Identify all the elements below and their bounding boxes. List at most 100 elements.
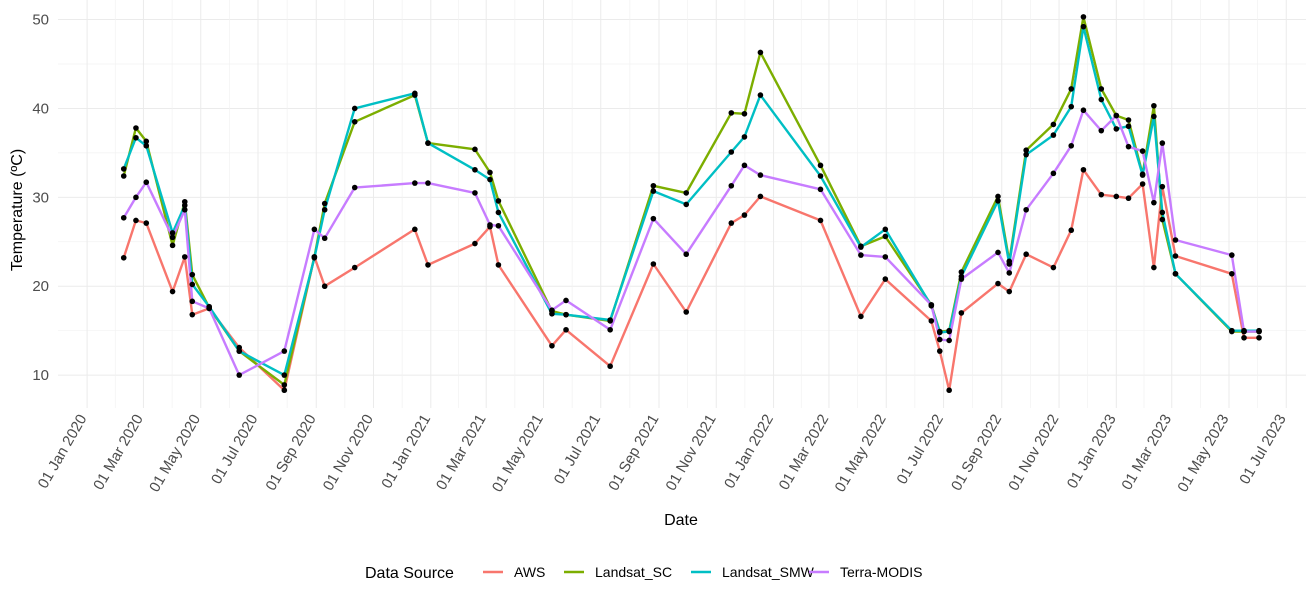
data-point-landsat_sc: [1151, 102, 1157, 109]
data-point-terra-modis: [1159, 140, 1166, 146]
data-point-landsat_sc: [1050, 121, 1057, 128]
data-point-terra-modis: [1139, 148, 1146, 154]
data-point-aws: [817, 217, 824, 224]
data-point-terra-modis: [928, 302, 935, 308]
data-point-aws: [351, 264, 358, 271]
data-point-terra-modis: [1256, 328, 1262, 335]
data-point-landsat_sc: [143, 138, 150, 145]
data-point-landsat_smw: [741, 134, 748, 140]
data-point-terra-modis: [1151, 199, 1157, 206]
legend-title: Data Source: [365, 565, 454, 582]
data-point-landsat_smw: [946, 328, 952, 335]
data-point-terra-modis: [206, 305, 212, 312]
data-point-landsat_smw: [650, 188, 657, 194]
y-tick-label: 20: [32, 278, 49, 295]
data-point-landsat_sc: [1080, 14, 1087, 20]
data-point-landsat_smw: [1113, 126, 1120, 132]
data-point-aws: [1050, 264, 1057, 271]
data-point-landsat_smw: [1172, 270, 1179, 277]
data-point-landsat_smw: [1159, 209, 1166, 216]
data-point-landsat_smw: [858, 244, 864, 250]
y-axis-ticks: 10 20 30 40 50: [32, 12, 49, 385]
data-point-terra-modis: [236, 372, 243, 378]
data-point-terra-modis: [143, 179, 150, 186]
data-point-landsat_smw: [236, 348, 243, 354]
data-point-aws: [946, 387, 952, 394]
data-point-landsat_sc: [351, 118, 358, 125]
data-point-terra-modis: [1125, 143, 1132, 150]
data-point-landsat_sc: [1159, 216, 1166, 223]
data-point-terra-modis: [741, 162, 748, 169]
data-point-landsat_smw: [487, 176, 493, 183]
data-point-landsat_smw: [120, 166, 127, 172]
data-point-aws: [728, 220, 735, 226]
data-point-landsat_sc: [189, 271, 196, 278]
data-point-terra-modis: [120, 214, 127, 221]
data-point-terra-modis: [549, 307, 555, 314]
data-point-terra-modis: [351, 184, 358, 191]
data-point-aws: [1023, 251, 1029, 258]
y-tick-label: 50: [32, 12, 49, 29]
data-point-aws: [169, 288, 176, 295]
data-point-landsat_smw: [495, 209, 502, 216]
data-point-terra-modis: [412, 180, 418, 186]
data-point-landsat_sc: [321, 200, 328, 207]
data-point-terra-modis: [683, 251, 690, 258]
data-point-terra-modis: [1113, 112, 1120, 119]
data-point-aws: [1098, 191, 1105, 198]
data-point-aws: [683, 309, 690, 315]
data-point-terra-modis: [1229, 252, 1235, 258]
data-point-terra-modis: [650, 215, 657, 222]
data-point-aws: [858, 313, 864, 320]
data-point-landsat_sc: [757, 49, 764, 56]
data-point-landsat_sc: [1068, 86, 1075, 92]
y-tick-label: 40: [32, 100, 49, 117]
data-point-landsat_smw: [1229, 327, 1235, 334]
data-point-landsat_smw: [169, 230, 176, 236]
data-point-landsat_smw: [321, 206, 328, 213]
data-point-landsat_sc: [169, 242, 176, 249]
data-point-landsat_smw: [683, 201, 690, 208]
data-point-landsat_sc: [882, 233, 889, 240]
legend-label: Landsat_SC: [595, 564, 672, 580]
data-point-terra-modis: [607, 326, 613, 333]
grid-lines: [58, 0, 1306, 408]
data-point-aws: [412, 226, 418, 233]
data-point-landsat_sc: [487, 169, 493, 176]
data-point-landsat_smw: [817, 173, 824, 179]
data-point-landsat_sc: [495, 198, 502, 204]
data-point-aws: [1151, 264, 1157, 271]
data-point-landsat_smw: [133, 134, 139, 141]
data-point-terra-modis: [728, 182, 735, 189]
data-point-landsat_smw: [1125, 123, 1132, 130]
y-axis-title: Temperature (ºC): [9, 149, 26, 271]
data-point-landsat_sc: [650, 182, 657, 189]
data-point-terra-modis: [946, 337, 952, 344]
data-point-landsat_smw: [143, 142, 150, 149]
data-points: [120, 14, 1262, 394]
data-point-landsat_sc: [1023, 147, 1029, 154]
data-point-landsat_sc: [1098, 86, 1105, 92]
data-point-landsat_smw: [1050, 132, 1057, 138]
data-point-landsat_smw: [1068, 103, 1075, 110]
data-point-aws: [472, 240, 478, 247]
data-point-landsat_smw: [1006, 261, 1013, 267]
data-point-landsat_smw: [412, 90, 418, 97]
data-point-landsat_smw: [1098, 96, 1105, 103]
data-point-landsat_smw: [1023, 151, 1029, 158]
data-point-aws: [120, 254, 127, 261]
data-point-aws: [425, 262, 431, 268]
data-point-landsat_smw: [882, 226, 889, 233]
data-point-terra-modis: [817, 186, 824, 193]
data-point-aws: [281, 387, 288, 394]
data-point-landsat_smw: [995, 198, 1001, 204]
data-point-terra-modis: [321, 235, 328, 242]
data-point-landsat_smw: [1080, 23, 1087, 30]
data-point-aws: [958, 310, 965, 316]
data-point-terra-modis: [1080, 107, 1087, 114]
data-point-aws: [1256, 334, 1262, 341]
data-point-aws: [1229, 270, 1235, 277]
data-point-landsat_smw: [936, 329, 943, 336]
data-point-landsat_smw: [757, 92, 764, 98]
